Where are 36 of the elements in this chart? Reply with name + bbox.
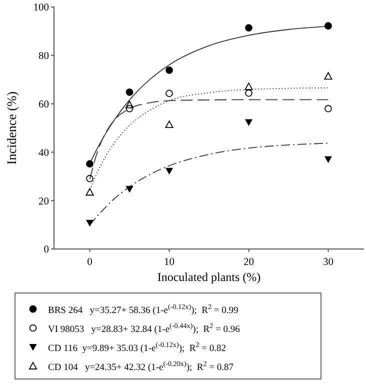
y-tick-label: 60 xyxy=(38,99,49,110)
point xyxy=(86,174,94,182)
point xyxy=(86,188,94,196)
legend-label: VI 98053 y=28.83+ 32.84 (1-e$^{(-0.44x)}$); R$^{2}$ = 0.96 xyxy=(48,322,240,335)
y-axis-title: Incidence (%) xyxy=(4,91,19,165)
point xyxy=(324,72,332,80)
x-tick-label: 0 xyxy=(87,257,92,268)
point xyxy=(244,119,253,126)
y-tick-label: 0 xyxy=(44,244,49,256)
point xyxy=(86,220,94,227)
point xyxy=(324,22,332,30)
point xyxy=(245,90,252,97)
point xyxy=(244,82,253,90)
point xyxy=(165,120,174,128)
point xyxy=(165,168,174,175)
x-axis-title: Inoculated plants (%) xyxy=(157,270,261,284)
point xyxy=(126,104,134,112)
x-tick-label: 10 xyxy=(164,257,175,268)
point xyxy=(324,104,332,112)
point xyxy=(125,100,134,108)
point xyxy=(166,90,173,98)
legend-label: CD 104 y=24.35+ 42.32 (1-e$^{(-0.20x)}$); R$^{2}$ = 0.87 xyxy=(48,360,234,373)
y-tick-label: 40 xyxy=(38,148,49,159)
point xyxy=(126,88,134,96)
point xyxy=(166,66,173,74)
x-tick-label: 30 xyxy=(322,257,334,268)
point xyxy=(324,156,332,164)
legend-label: BRS 264 y=35.27+ 58.36 (1-e$^{(-0.12x)}$); R$^{2}$ = 0.99 xyxy=(48,303,239,316)
y-tick-label: 20 xyxy=(38,196,49,208)
x-tick-label: 20 xyxy=(243,257,254,268)
y-tick-label: 80 xyxy=(38,51,49,62)
legend-label: CD 116 y=9.89+ 35.03 (1-e$^{(-0.12x)}$); R$^{2}$ = 0.82 xyxy=(48,341,226,354)
point xyxy=(126,186,134,193)
point xyxy=(86,160,94,168)
y-tick-label: 100 xyxy=(33,2,49,14)
point xyxy=(245,24,252,32)
